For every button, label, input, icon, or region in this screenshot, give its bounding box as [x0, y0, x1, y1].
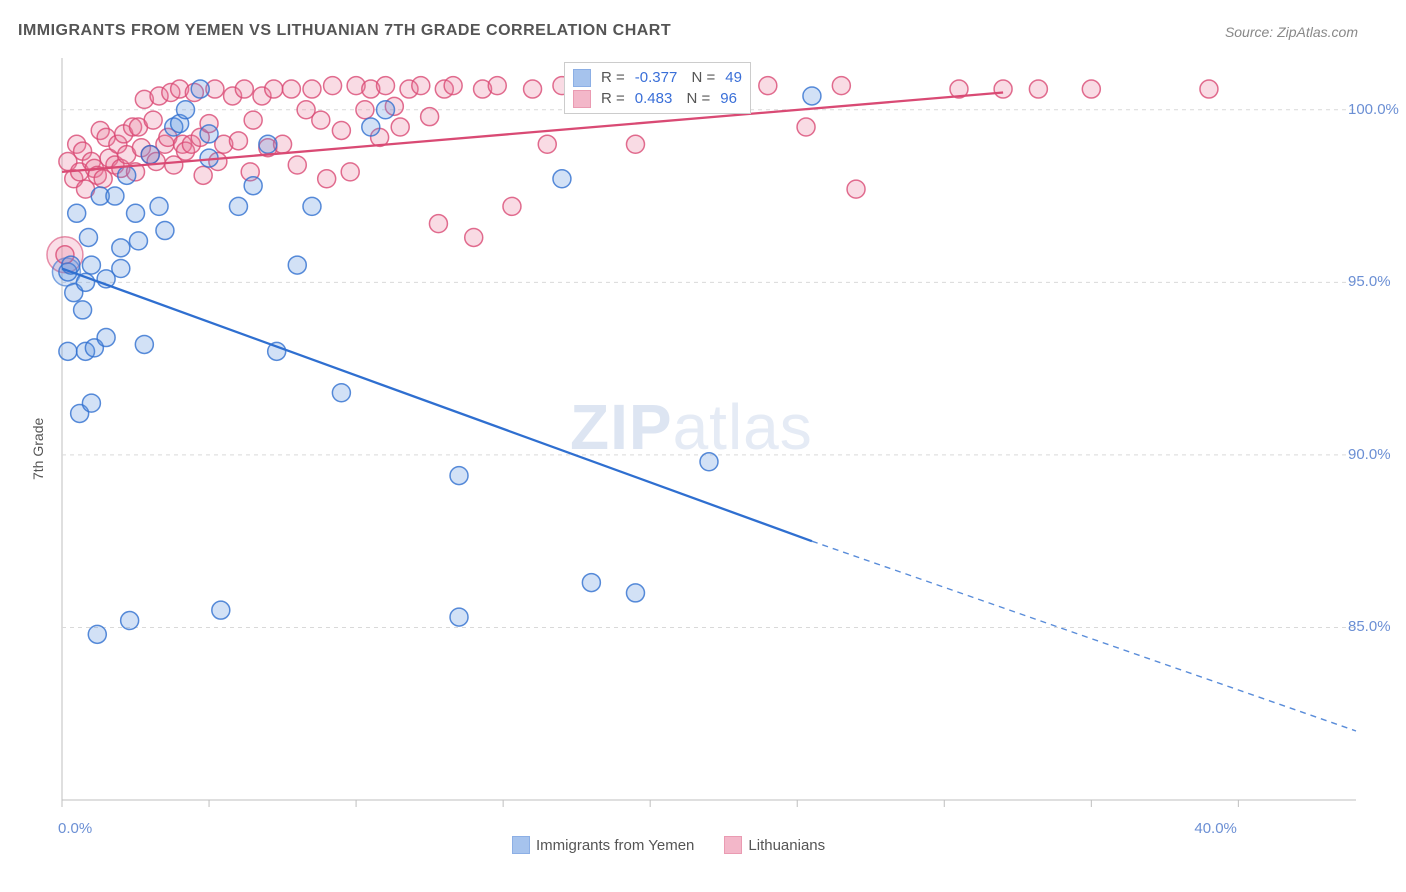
stat-n-value-1: 96	[720, 88, 737, 109]
legend-item-1: Lithuanians	[724, 836, 825, 854]
legend-label-0: Immigrants from Yemen	[536, 837, 694, 854]
stat-r-label-0: R =	[601, 67, 625, 88]
stats-box: R = -0.377 N = 49 R = 0.483 N = 96	[564, 62, 751, 114]
y-tick-label-2: 95.0%	[1348, 273, 1391, 290]
stat-r-label-1: R =	[601, 88, 625, 109]
x-tick-label-8: 40.0%	[1194, 820, 1237, 837]
y-tick-label-0: 85.0%	[1348, 618, 1391, 635]
x-tick-label-0: 0.0%	[58, 820, 92, 837]
y-tick-label-3: 100.0%	[1348, 101, 1399, 118]
legend-label-1: Lithuanians	[748, 837, 825, 854]
legend-bottom: Immigrants from Yemen Lithuanians	[512, 836, 825, 854]
stats-row-1: R = 0.483 N = 96	[573, 88, 742, 109]
stat-r-value-0: -0.377	[635, 67, 678, 88]
stats-swatch-0	[573, 69, 591, 87]
stat-n-label-0: N =	[687, 67, 715, 88]
y-tick-label-1: 90.0%	[1348, 446, 1391, 463]
legend-swatch-0	[512, 836, 530, 854]
legend-swatch-1	[724, 836, 742, 854]
stats-swatch-1	[573, 90, 591, 108]
stats-row-0: R = -0.377 N = 49	[573, 67, 742, 88]
legend-item-0: Immigrants from Yemen	[512, 836, 694, 854]
plot-svg	[0, 0, 1406, 892]
stat-n-label-1: N =	[682, 88, 710, 109]
stat-r-value-1: 0.483	[635, 88, 673, 109]
stat-n-value-0: 49	[725, 67, 742, 88]
